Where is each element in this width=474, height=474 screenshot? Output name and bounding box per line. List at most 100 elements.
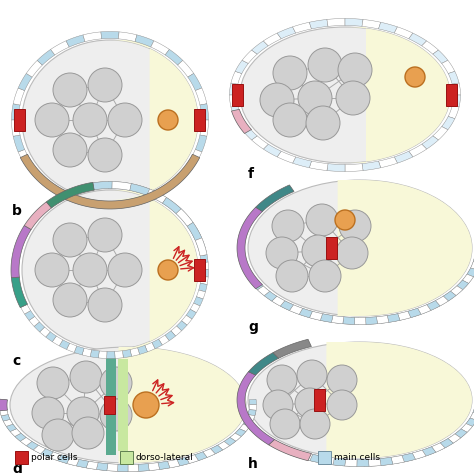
Polygon shape — [235, 60, 248, 73]
Polygon shape — [107, 351, 115, 358]
Polygon shape — [11, 277, 27, 308]
Polygon shape — [473, 255, 474, 263]
Polygon shape — [48, 452, 60, 460]
Polygon shape — [183, 217, 193, 226]
Polygon shape — [249, 399, 256, 405]
Polygon shape — [17, 435, 28, 443]
Polygon shape — [0, 399, 8, 411]
Polygon shape — [246, 415, 255, 420]
Circle shape — [338, 53, 372, 87]
Text: dorso-lateral: dorso-lateral — [136, 454, 194, 463]
Polygon shape — [180, 456, 192, 465]
Polygon shape — [264, 292, 277, 301]
Ellipse shape — [10, 347, 246, 463]
Polygon shape — [471, 263, 474, 269]
Polygon shape — [248, 353, 279, 375]
Polygon shape — [345, 459, 357, 466]
Polygon shape — [151, 185, 169, 199]
Polygon shape — [241, 378, 251, 386]
Bar — [120, 451, 133, 464]
Polygon shape — [336, 316, 344, 324]
Polygon shape — [466, 418, 474, 427]
Polygon shape — [239, 410, 248, 417]
Polygon shape — [397, 455, 406, 463]
Polygon shape — [116, 182, 124, 189]
Polygon shape — [239, 424, 250, 431]
Polygon shape — [443, 293, 453, 301]
Polygon shape — [437, 442, 447, 450]
Polygon shape — [403, 454, 412, 462]
Polygon shape — [239, 384, 248, 392]
Polygon shape — [255, 361, 267, 370]
Polygon shape — [465, 422, 474, 428]
Polygon shape — [252, 280, 263, 290]
Polygon shape — [252, 136, 268, 149]
Circle shape — [100, 399, 132, 431]
Polygon shape — [118, 465, 128, 472]
Circle shape — [335, 210, 355, 230]
Polygon shape — [467, 419, 474, 425]
Circle shape — [327, 365, 357, 395]
Polygon shape — [195, 135, 207, 152]
Polygon shape — [165, 331, 175, 341]
Polygon shape — [350, 459, 357, 466]
Polygon shape — [25, 310, 35, 320]
Polygon shape — [248, 410, 256, 416]
Polygon shape — [237, 391, 246, 398]
Polygon shape — [365, 317, 377, 324]
Polygon shape — [82, 348, 91, 357]
Polygon shape — [337, 180, 472, 316]
Circle shape — [158, 110, 178, 130]
Polygon shape — [18, 73, 32, 91]
Polygon shape — [440, 438, 453, 448]
Polygon shape — [469, 267, 474, 273]
Polygon shape — [13, 88, 25, 105]
Polygon shape — [135, 193, 154, 205]
Polygon shape — [407, 310, 417, 318]
Polygon shape — [237, 207, 263, 289]
Polygon shape — [355, 318, 366, 325]
Polygon shape — [240, 262, 249, 270]
Polygon shape — [431, 443, 445, 452]
Polygon shape — [167, 459, 180, 468]
Bar — [118, 359, 128, 451]
Polygon shape — [201, 276, 208, 284]
Polygon shape — [243, 419, 253, 427]
Polygon shape — [380, 457, 393, 465]
Polygon shape — [321, 314, 330, 322]
Polygon shape — [242, 220, 252, 229]
Circle shape — [42, 419, 74, 451]
Polygon shape — [178, 163, 194, 180]
Polygon shape — [315, 456, 324, 463]
Polygon shape — [248, 410, 256, 416]
Polygon shape — [450, 286, 463, 295]
Polygon shape — [255, 185, 294, 211]
Polygon shape — [0, 405, 7, 410]
Polygon shape — [422, 447, 436, 456]
Polygon shape — [408, 308, 421, 318]
Circle shape — [309, 260, 341, 292]
Polygon shape — [196, 290, 205, 299]
Text: polar cells: polar cells — [31, 454, 78, 463]
Circle shape — [272, 210, 304, 242]
Polygon shape — [177, 457, 189, 466]
Circle shape — [73, 103, 107, 137]
Polygon shape — [26, 60, 42, 77]
Polygon shape — [101, 31, 119, 39]
Polygon shape — [233, 431, 243, 439]
Polygon shape — [302, 453, 312, 460]
Polygon shape — [176, 321, 187, 331]
Polygon shape — [448, 434, 461, 443]
Bar — [15, 109, 26, 131]
Polygon shape — [299, 308, 312, 318]
Polygon shape — [238, 255, 247, 263]
Polygon shape — [252, 41, 268, 54]
Polygon shape — [284, 447, 294, 455]
Polygon shape — [137, 346, 147, 355]
Polygon shape — [203, 449, 215, 457]
Polygon shape — [40, 327, 50, 337]
Polygon shape — [201, 262, 209, 270]
Circle shape — [72, 417, 104, 449]
Polygon shape — [331, 316, 344, 324]
Polygon shape — [108, 182, 116, 189]
